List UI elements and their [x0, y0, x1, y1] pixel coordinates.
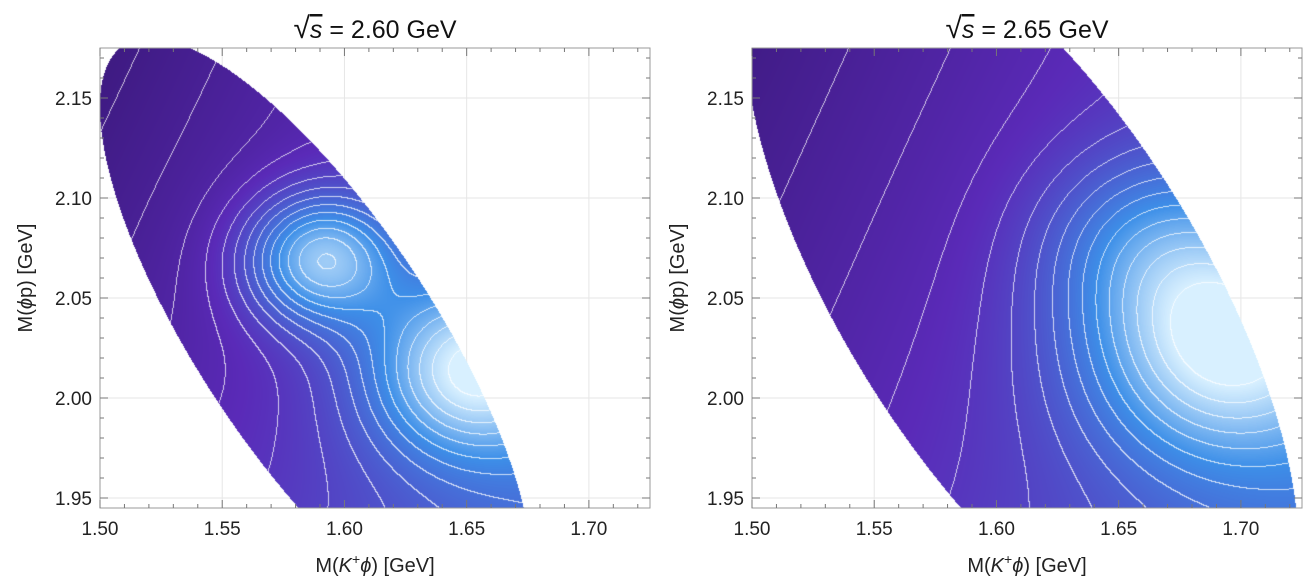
y-tick-label: 2.15 [707, 89, 744, 110]
density-field [752, 48, 1302, 508]
x-tick-label: 1.70 [570, 519, 607, 540]
y-tick-label: 2.10 [55, 189, 92, 210]
y-tick-label: 2.05 [707, 289, 744, 310]
y-tick-label: 2.10 [707, 189, 744, 210]
x-tick-label: 1.55 [204, 519, 241, 540]
x-tick-label: 1.50 [734, 519, 771, 540]
y-tick-label: 1.95 [707, 489, 744, 510]
x-tick-label: 1.65 [448, 519, 485, 540]
x-tick-label: 1.65 [1100, 519, 1137, 540]
x-tick-label: 1.60 [326, 519, 363, 540]
y-axis-label: M(ϕp) [GeV] [667, 224, 689, 333]
x-tick-label: 1.60 [978, 519, 1015, 540]
x-tick-label: 1.50 [82, 519, 119, 540]
chart-left-svg: 1.50 1.55 1.60 1.65 1.70 1.95 2.00 2.05 2.10 2.15… [15, 12, 651, 577]
chart-title: √s = 2.65 GeV [945, 12, 1108, 45]
y-tick-label: 2.05 [55, 289, 92, 310]
ticks [751, 48, 1302, 508]
y-tick-label: 2.00 [707, 389, 744, 410]
x-axis-label: M(K+ϕ) [GeV] [315, 551, 434, 577]
y-tick-label: 2.15 [55, 89, 92, 110]
density-field [100, 48, 650, 508]
x-axis-label: M(K+ϕ) [GeV] [967, 551, 1086, 577]
chart-panel-right: 1.50 1.55 1.60 1.65 1.70 1.95 2.00 2.05 2.10 2.15… [652, 0, 1304, 579]
x-tick-label: 1.55 [856, 519, 893, 540]
chart-title: √s = 2.60 GeV [293, 12, 456, 45]
x-tick-label: 1.70 [1222, 519, 1259, 540]
y-tick-label: 2.00 [55, 389, 92, 410]
chart-right-svg: 1.50 1.55 1.60 1.65 1.70 1.95 2.00 2.05 2.10 2.15… [667, 12, 1303, 577]
chart-panel-left: 1.50 1.55 1.60 1.65 1.70 1.95 2.00 2.05 2.10 2.15… [15, 12, 651, 577]
y-tick-label: 1.95 [55, 489, 92, 510]
y-axis-label: M(ϕp) [GeV] [15, 224, 37, 333]
ticks [99, 48, 650, 508]
